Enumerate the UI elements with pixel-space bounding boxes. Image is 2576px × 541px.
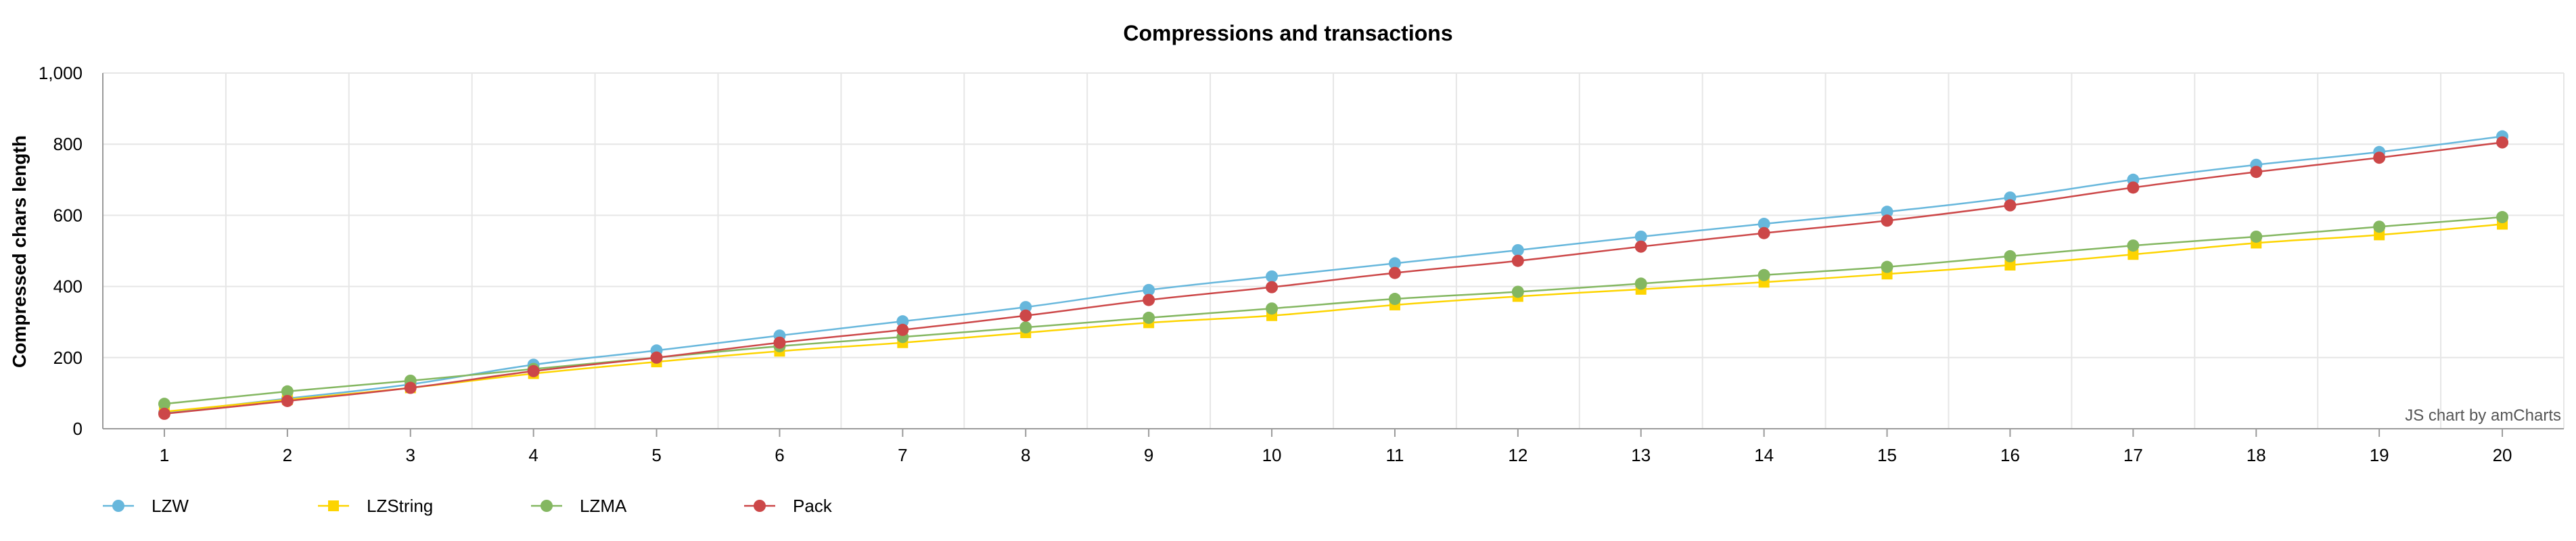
y-axis-title: Compressed chars length [9, 135, 30, 368]
x-tick-label: 18 [2247, 445, 2266, 465]
series-line [164, 135, 2503, 414]
data-point [1881, 206, 1893, 218]
series-line [164, 141, 2503, 415]
data-point [1757, 218, 1770, 231]
data-point [2004, 199, 2017, 212]
data-point [1511, 285, 1524, 298]
data-point [1266, 281, 1279, 293]
data-point [1757, 227, 1770, 239]
data-point [2127, 181, 2140, 194]
x-tick-label: 1 [160, 445, 169, 465]
data-point [2373, 220, 2386, 233]
legend-marker [112, 500, 124, 512]
x-tick-label: 3 [406, 445, 415, 465]
data-point [1757, 268, 1770, 281]
data-point [2128, 249, 2139, 260]
data-point [2004, 250, 2017, 262]
data-point [2374, 229, 2385, 241]
legend-marker [540, 500, 553, 512]
data-point [2496, 136, 2509, 149]
y-tick-label: 800 [53, 134, 83, 154]
x-tick-label: 14 [1754, 445, 1774, 465]
x-tick-label: 7 [898, 445, 907, 465]
x-tick-label: 11 [1385, 445, 1404, 465]
legend: LZW LZString LZMA Pack [103, 496, 833, 516]
x-tick-label: 16 [2000, 445, 2020, 465]
x-tick-label: 6 [775, 445, 784, 465]
legend-item-pack: Pack [744, 496, 833, 516]
data-point [1019, 309, 1032, 322]
legend-marker [328, 500, 339, 511]
chart-credit: JS chart by amCharts [2405, 406, 2561, 425]
data-point [896, 323, 909, 336]
data-point [1388, 257, 1401, 270]
data-point [1388, 266, 1401, 279]
y-tick-label: 1,000 [39, 63, 83, 83]
x-tick-label: 12 [1508, 445, 1527, 465]
data-point [1266, 270, 1279, 283]
data-point [896, 315, 909, 328]
data-point [1266, 302, 1279, 315]
data-point [2127, 239, 2140, 252]
x-tick-label: 20 [2493, 445, 2512, 465]
data-point [1143, 293, 1155, 306]
data-point [1634, 277, 1647, 290]
data-point [1511, 243, 1524, 256]
data-point [2250, 230, 2263, 243]
chart-title: Compressions and transactions [1123, 21, 1452, 45]
x-tick-label: 2 [283, 445, 292, 465]
data-point [527, 364, 540, 377]
data-point [1881, 214, 1893, 227]
series-line [164, 223, 2503, 413]
data-point [773, 336, 786, 349]
y-tick-label: 0 [73, 419, 83, 439]
x-tick-label: 10 [1262, 445, 1282, 465]
data-point [404, 381, 417, 394]
data-point [1019, 321, 1032, 334]
data-point [2004, 260, 2016, 271]
data-point [158, 407, 170, 420]
legend-label: Pack [793, 496, 833, 516]
data-point [1634, 240, 1647, 253]
data-point [1634, 230, 1647, 243]
data-point [2250, 166, 2263, 179]
legend-item-lzstring: LZString [318, 496, 433, 516]
series-pack [158, 136, 2509, 420]
legend-item-lzma: LZMA [531, 496, 627, 516]
x-tick-label: 15 [1877, 445, 1897, 465]
y-tick-label: 600 [53, 205, 83, 225]
data-point [1388, 293, 1401, 306]
legend-marker [754, 500, 766, 512]
data-point [1511, 254, 1524, 267]
legend-label: LZW [152, 496, 189, 516]
x-tick-label: 13 [1631, 445, 1651, 465]
legend-label: LZMA [580, 496, 627, 516]
data-point [650, 351, 663, 364]
y-tick-label: 200 [53, 348, 83, 368]
data-point [2373, 151, 2386, 164]
legend-label: LZString [367, 496, 433, 516]
data-point [281, 385, 294, 398]
x-tick-label: 17 [2123, 445, 2143, 465]
data-point [2496, 211, 2509, 224]
y-tick-label: 400 [53, 277, 83, 297]
x-tick-label: 8 [1021, 445, 1030, 465]
data-point [158, 398, 170, 410]
series-line [164, 216, 2503, 405]
x-tick-label: 9 [1144, 445, 1153, 465]
x-tick-label: 5 [651, 445, 661, 465]
x-tick-label: 19 [2370, 445, 2389, 465]
legend-item-lzw: LZW [103, 496, 189, 516]
data-point [1881, 260, 1893, 273]
x-tick-label: 4 [528, 445, 538, 465]
data-point [281, 394, 294, 407]
data-point [1019, 301, 1032, 314]
data-point [1143, 311, 1155, 324]
data-point [1143, 283, 1155, 296]
